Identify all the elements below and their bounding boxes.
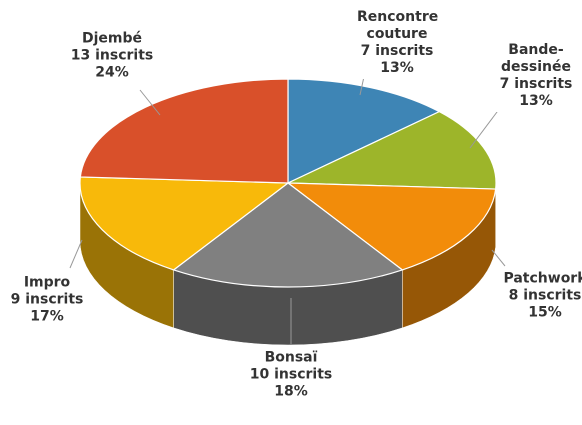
data-label: Bonsaï 10 inscrits 18% [245,347,337,403]
percent-label: 17% [30,308,64,325]
slice [79,176,290,271]
value-label: 8 inscrits [508,287,582,304]
category-label: Bonsaï [264,349,318,366]
leader-line [139,89,161,116]
slice [172,182,404,288]
percent-label: 13% [519,93,553,109]
slice [286,182,497,271]
value-label: 9 inscrits [10,291,84,308]
percent-label: 15% [528,304,562,321]
category-label: Bande-dessinée [501,42,571,75]
slice [79,78,289,184]
data-label: Patchwork 8 inscrits 15% [499,268,582,324]
category-label: Djembé [81,30,143,47]
data-label: Bande-dessinée 7 inscrits 13% [492,40,580,112]
category-label: Patchwork [503,270,582,287]
value-label: 10 inscrits [249,366,333,383]
data-label: Rencontre couture 7 inscrits 13% [353,7,441,79]
data-label: Djembé 13 inscrits 24% [66,28,158,84]
percent-label: 13% [380,60,414,76]
slice [287,110,497,190]
value-label: 7 inscrits [360,43,434,59]
percent-label: 24% [95,64,129,81]
value-label: 13 inscrits [70,47,154,64]
slice [287,78,441,184]
category-label: Rencontre couture [357,9,439,42]
data-label: Impro 9 inscrits 17% [6,272,88,328]
percent-label: 18% [274,383,308,400]
value-label: 7 inscrits [499,76,573,92]
leader-line [491,249,506,267]
category-label: Impro [23,274,71,291]
leader-line [69,239,83,269]
